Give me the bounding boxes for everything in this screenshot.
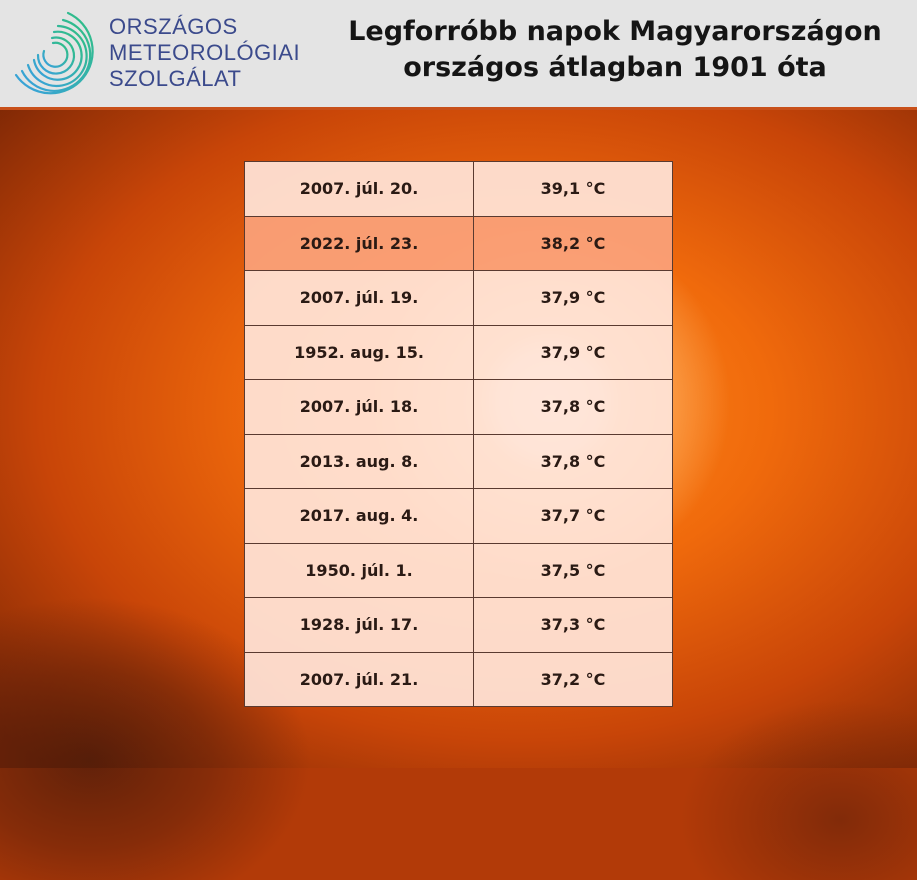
page-title: Legforróbb napok Magyarországon országos…: [330, 14, 900, 86]
date-cell: 2007. júl. 21.: [244, 651, 474, 707]
temperature-cell: 37,9 °C: [473, 270, 673, 326]
org-line: ORSZÁGOS: [109, 14, 238, 39]
cloud-silhouette: [640, 670, 917, 880]
temperature-cell: 37,9 °C: [473, 324, 673, 380]
title-line-1: Legforróbb napok Magyarországon: [348, 16, 882, 47]
temperature-cell: 37,2 °C: [473, 651, 673, 707]
date-cell: 1952. aug. 15.: [244, 324, 474, 380]
org-line: METEOROLÓGIAI: [109, 40, 301, 65]
title-line-2: országos átlagban 1901 óta: [403, 52, 827, 83]
table-row: 2007. júl. 18. 37,8 °C: [244, 379, 673, 435]
table-row: 2007. júl. 20. 39,1 °C: [244, 161, 673, 217]
temperature-cell: 37,8 °C: [473, 433, 673, 489]
table-row: 1928. júl. 17. 37,3 °C: [244, 597, 673, 653]
hottest-days-table: 2007. júl. 20. 39,1 °C 2022. júl. 23. 38,2 …: [244, 161, 673, 707]
temperature-cell: 39,1 °C: [473, 161, 673, 217]
temperature-cell: 37,5 °C: [473, 542, 673, 598]
header: ORSZÁGOS METEOROLÓGIAI SZOLGÁLAT Legforr…: [0, 0, 917, 110]
temperature-cell: 37,3 °C: [473, 597, 673, 653]
table-row: 2013. aug. 8. 37,8 °C: [244, 433, 673, 489]
date-cell: 2007. júl. 19.: [244, 270, 474, 326]
date-cell: 2007. júl. 18.: [244, 379, 474, 435]
date-cell: 2007. júl. 20.: [244, 161, 474, 217]
table-row: 2007. júl. 21. 37,2 °C: [244, 651, 673, 707]
temperature-cell: 38,2 °C: [473, 215, 673, 271]
temperature-cell: 37,7 °C: [473, 488, 673, 544]
date-cell: 2022. júl. 23.: [244, 215, 474, 271]
date-cell: 1928. júl. 17.: [244, 597, 474, 653]
date-cell: 1950. júl. 1.: [244, 542, 474, 598]
omsz-logo-icon: [14, 11, 94, 95]
date-cell: 2017. aug. 4.: [244, 488, 474, 544]
table-row: 1952. aug. 15. 37,9 °C: [244, 324, 673, 380]
temperature-cell: 37,8 °C: [473, 379, 673, 435]
table-row: 2007. júl. 19. 37,9 °C: [244, 270, 673, 326]
table-row: 2017. aug. 4. 37,7 °C: [244, 488, 673, 544]
table-row: 1950. júl. 1. 37,5 °C: [244, 542, 673, 598]
date-cell: 2013. aug. 8.: [244, 433, 474, 489]
table-row: 2022. júl. 23. 38,2 °C: [244, 215, 673, 271]
org-line: SZOLGÁLAT: [109, 66, 242, 91]
organization-name: ORSZÁGOS METEOROLÓGIAI SZOLGÁLAT: [109, 14, 300, 92]
